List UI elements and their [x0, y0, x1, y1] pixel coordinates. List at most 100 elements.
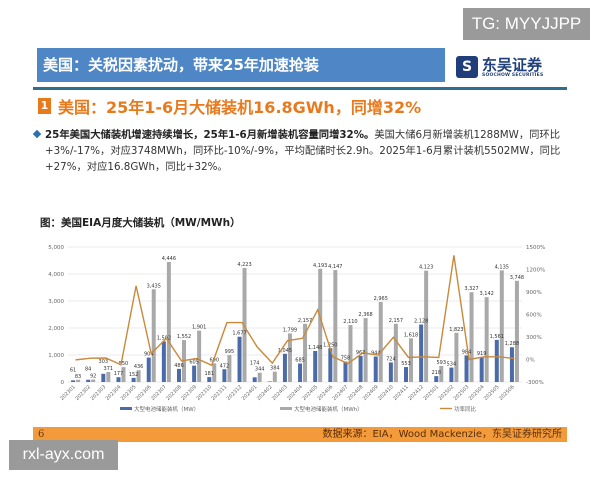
bar-mw [252, 377, 257, 382]
bar-mw [343, 361, 348, 382]
figure-caption: 图：美国EIA月度大储装机（MW/MWh） [40, 217, 241, 229]
data-label-mwh: 92 [90, 374, 96, 380]
section-number: 1 [38, 98, 51, 114]
data-label-mw: 1,288 [505, 341, 519, 347]
x-axis-tick: 202308 [165, 384, 183, 402]
legend-label: 大型电池储能装机（MW） [134, 405, 199, 413]
bar-mwh [91, 379, 96, 382]
data-label-mw: 181 [204, 371, 214, 377]
bar-mw [282, 353, 287, 382]
x-axis-tick: 202307 [150, 384, 168, 402]
legend-label: 功率同比 [454, 405, 477, 413]
bar-mwh [409, 338, 413, 382]
bullet-diamond-icon [32, 129, 42, 139]
data-label-mw: 1,045 [278, 348, 292, 354]
data-label-mw: 1,502 [157, 335, 171, 341]
x-axis-tick: 202410 [377, 384, 395, 402]
section-heading: 1 美国：25年1-6月大储装机16.8GWh，同增32% [38, 94, 421, 118]
x-axis-tick: 202304 [105, 384, 123, 402]
bar-mwh [121, 367, 126, 382]
data-label-mw: 61 [70, 367, 76, 373]
data-label-mw: 685 [295, 358, 305, 364]
data-label-mwh: 593 [436, 360, 446, 366]
x-axis-tick: 202301 [59, 384, 77, 402]
left-axis-tick: 5,000 [48, 245, 64, 251]
right-axis-tick: 600% [526, 313, 542, 319]
bar-mw [267, 381, 272, 382]
data-label-mw: 944 [371, 351, 381, 357]
data-label-mwh: 3,142 [480, 291, 494, 297]
bar-mw [449, 367, 454, 382]
left-axis-tick: 4,000 [48, 272, 64, 278]
bar-mwh [393, 323, 398, 382]
x-axis-tick: 202505 [483, 384, 501, 402]
data-label-mwh: 344 [255, 367, 265, 373]
data-label-mw: 472 [220, 363, 230, 369]
data-label-mw: 84 [85, 367, 91, 373]
x-axis-tick: 202406 [317, 384, 335, 402]
x-axis-tick: 202309 [180, 384, 198, 402]
bar-mw [207, 377, 212, 382]
bar-mwh [212, 363, 217, 382]
data-label-mw: 553 [401, 361, 411, 367]
page-number: 6 [38, 429, 45, 440]
bar-mwh [166, 261, 171, 382]
bar-mw [298, 363, 303, 382]
install-chart: 0 1,000 2,000 3,000 4,000 5,000 -300% 0% 300% 600… [48, 245, 545, 413]
bar-mwh [242, 267, 247, 382]
data-label-mw: 174 [250, 360, 260, 366]
x-axis-tick: 202409 [362, 384, 380, 402]
logo-mark-icon: S [456, 56, 478, 78]
bar-mwh [76, 379, 81, 382]
bar-mwh [454, 332, 459, 382]
bar-mwh [439, 365, 444, 382]
x-axis-tick: 202404 [286, 384, 304, 402]
bar-mwh [287, 333, 292, 382]
data-label-mwh: 4,147 [328, 264, 342, 270]
data-label-mwh: 3,435 [147, 283, 161, 289]
logo-name: 东吴证券 [482, 55, 543, 74]
right-axis-tick: -300% [526, 380, 544, 386]
data-label-mw: 486 [174, 363, 184, 369]
bar-mw [161, 341, 166, 382]
bar-mwh [151, 289, 156, 382]
bar-mw [101, 373, 106, 382]
bar-mw [419, 324, 424, 382]
bar-mwh [227, 355, 232, 382]
bar-mw [116, 377, 121, 382]
legend-swatch [120, 407, 132, 410]
data-label-mwh: 690 [209, 357, 219, 363]
bar-mw [509, 347, 514, 382]
header-divider [33, 87, 567, 90]
data-label-mwh: 3,327 [464, 286, 478, 292]
bar-mwh [499, 270, 504, 382]
bar-mwh [363, 318, 368, 382]
bar-mw [358, 355, 363, 382]
x-axis-tick: 202506 [498, 384, 516, 402]
bar-mwh [272, 371, 277, 382]
bar-mw [328, 348, 333, 382]
data-label-mwh: 1,618 [404, 332, 418, 338]
x-axis-tick: 202407 [332, 384, 350, 402]
bar-mw [192, 365, 197, 382]
x-axis-tick: 202403 [271, 384, 289, 402]
data-label-mwh: 1,901 [192, 325, 206, 331]
x-axis-tick: 202311 [211, 384, 229, 402]
x-axis-tick: 202302 [74, 384, 92, 402]
right-axis-tick: 1200% [526, 268, 545, 274]
data-label-mw: 152 [129, 372, 139, 378]
bar-mwh [333, 270, 338, 382]
bar-mw [71, 380, 76, 382]
x-axis-tick: 202501 [422, 384, 440, 402]
bar-mw [177, 368, 181, 382]
data-label-mwh: 83 [75, 374, 81, 380]
data-label-mwh: 1,799 [283, 327, 297, 333]
bar-mwh [514, 280, 519, 382]
bar-mwh [469, 292, 474, 382]
bar-mw [86, 379, 91, 382]
data-label-mwh: 4,193 [313, 263, 327, 269]
bar-mwh [106, 371, 111, 382]
x-axis-tick: 202303 [90, 384, 108, 402]
bar-mwh [378, 301, 383, 382]
data-label-mw: 724 [386, 356, 396, 362]
